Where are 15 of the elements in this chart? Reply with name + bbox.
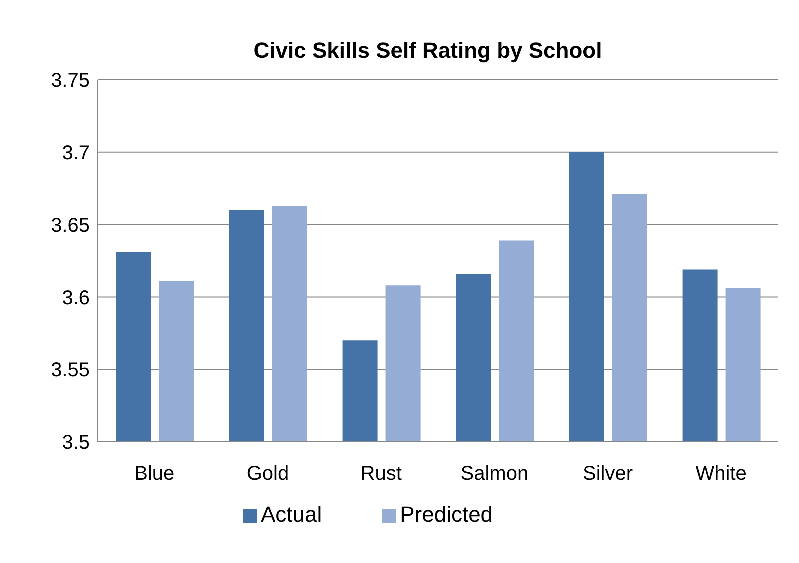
x-tick-label: Silver (582, 463, 634, 486)
x-tick-label: Gold (246, 463, 290, 486)
y-tick-label: 3.65 (51, 214, 90, 237)
y-tick-label: 3.75 (51, 70, 90, 92)
x-tick-label: Blue (134, 463, 175, 486)
y-tick-label: 3.7 (62, 142, 90, 164)
legend-label: Predicted (400, 502, 494, 527)
x-tick-label: Salmon (460, 463, 529, 486)
chart-title: Civic Skills Self Rating by School (252, 38, 604, 64)
y-tick-label: 3.6 (62, 287, 90, 310)
legend-label: Actual (260, 502, 322, 527)
x-tick-label: Rust (360, 463, 402, 486)
x-tick-label: White (696, 463, 747, 486)
y-tick-label: 3.55 (51, 360, 90, 382)
y-tick-label: 3.5 (62, 432, 90, 454)
